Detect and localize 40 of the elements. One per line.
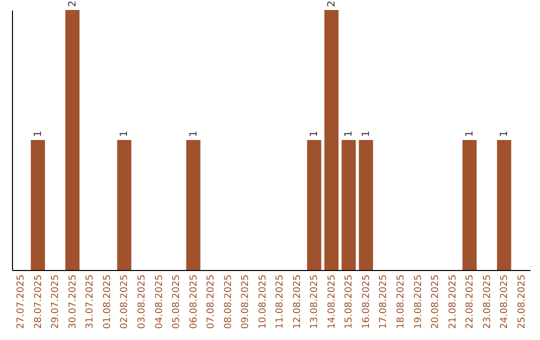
x-tick-label: 04.08.2025 [154, 274, 165, 329]
x-tick-label: 22.08.2025 [464, 274, 476, 329]
x-tick-label: 31.07.2025 [84, 274, 96, 329]
data-label: 1 [309, 130, 320, 137]
x-tick-label: 24.08.2025 [499, 274, 510, 329]
x-tick-label: 10.08.2025 [257, 274, 268, 329]
x-tick-label: 18.08.2025 [396, 274, 406, 329]
data-label: 2 [67, 0, 78, 7]
data-label: 1 [188, 130, 200, 137]
x-tick-label: 08.08.2025 [222, 274, 234, 329]
x-tick-label: 07.08.2025 [206, 274, 217, 329]
data-label: 1 [32, 130, 44, 137]
data-label: 1 [360, 130, 372, 137]
x-tick-label: 01.08.2025 [102, 274, 113, 329]
data-label: 1 [499, 130, 510, 137]
x-tick-label: 11.08.2025 [274, 274, 286, 329]
data-label: 1 [119, 130, 130, 137]
x-tick-label: 15.08.2025 [344, 274, 355, 329]
x-tick-label: 03.08.2025 [136, 274, 148, 329]
x-tick-label: 05.08.2025 [171, 274, 182, 329]
x-tick-label: 02.08.2025 [119, 274, 130, 329]
x-tick-label: 25.08.2025 [516, 274, 528, 329]
x-tick-label: 29.07.2025 [50, 274, 62, 329]
x-tick-label: 27.07.2025 [16, 274, 27, 329]
x-tick-label: 19.08.2025 [412, 274, 424, 329]
x-tick-label: 28.07.2025 [32, 274, 44, 329]
x-tick-label: 23.08.2025 [482, 274, 493, 329]
data-label: 1 [344, 130, 355, 137]
x-tick-label: 21.08.2025 [447, 274, 458, 329]
x-tick-label: 09.08.2025 [240, 274, 252, 329]
x-tick-label: 20.08.2025 [430, 274, 442, 329]
x-tick-label: 06.08.2025 [188, 274, 200, 329]
x-tick-label: 13.08.2025 [309, 274, 320, 329]
x-tick-label: 12.08.2025 [292, 274, 303, 329]
data-label: 1 [464, 130, 476, 137]
data-label: 2 [326, 0, 338, 7]
x-tick-label: 14.08.2025 [326, 274, 338, 329]
x-tick-label: 30.07.2025 [67, 274, 78, 329]
x-tick-label: 17.08.2025 [378, 274, 390, 329]
x-tick-label: 16.08.2025 [360, 274, 372, 329]
